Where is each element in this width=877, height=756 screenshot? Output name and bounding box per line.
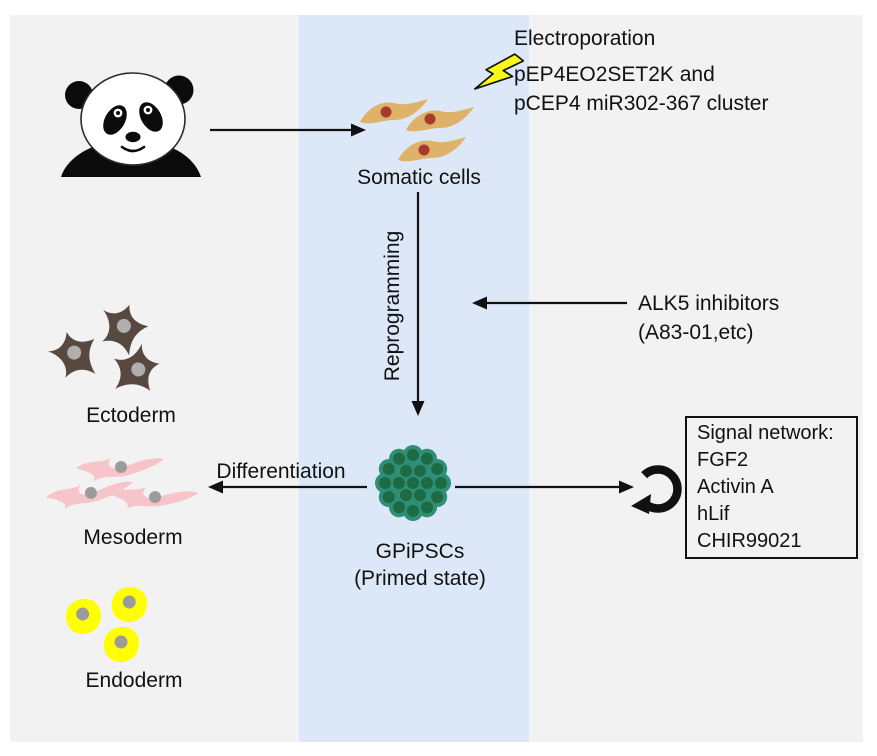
signal-network-title: Signal network: xyxy=(697,422,834,444)
electroporation-label: Electroporation xyxy=(514,27,656,50)
endoderm-cells-icon xyxy=(63,584,150,662)
self-renewal-loop-icon xyxy=(631,465,682,514)
mesoderm-cells-icon xyxy=(46,458,199,515)
lightning-bolt-icon xyxy=(474,53,524,90)
giant-panda-icon xyxy=(61,72,201,177)
signal-factor-fgf2: FGF2 xyxy=(697,449,749,471)
somatic-cells-icon xyxy=(360,99,474,162)
endoderm-label: Endoderm xyxy=(85,669,183,692)
alk5-label-line-1: ALK5 inhibitors xyxy=(638,292,780,315)
differentiation-label: Differentiation xyxy=(216,460,346,483)
somatic-cells-label: Somatic cells xyxy=(357,166,481,189)
alk5-label-line-2: (A83-01,etc) xyxy=(638,321,754,344)
reprogramming-label: Reprogramming xyxy=(380,230,404,382)
signal-factor-activin-a: Activin A xyxy=(697,476,774,498)
primed-state-label: (Primed state) xyxy=(354,567,486,590)
plasmid-line-1: pEP4EO2SET2K and xyxy=(514,63,715,86)
mesoderm-label: Mesoderm xyxy=(83,526,183,549)
figure-panel xyxy=(10,15,863,742)
ectoderm-cells-icon xyxy=(48,303,164,397)
pathway-band xyxy=(299,15,529,742)
gpipsc-colony-icon xyxy=(375,445,451,521)
plasmid-line-2: pCEP4 miR302-367 cluster xyxy=(514,92,769,115)
ectoderm-label: Ectoderm xyxy=(86,404,176,427)
signal-network-box: Signal network: FGF2 Activin A hLif CHIR… xyxy=(685,416,858,559)
gpipscs-label: GPiPSCs xyxy=(375,540,465,563)
signal-factor-hlif: hLif xyxy=(697,503,730,525)
signal-factor-chir99021: CHIR99021 xyxy=(697,530,802,552)
